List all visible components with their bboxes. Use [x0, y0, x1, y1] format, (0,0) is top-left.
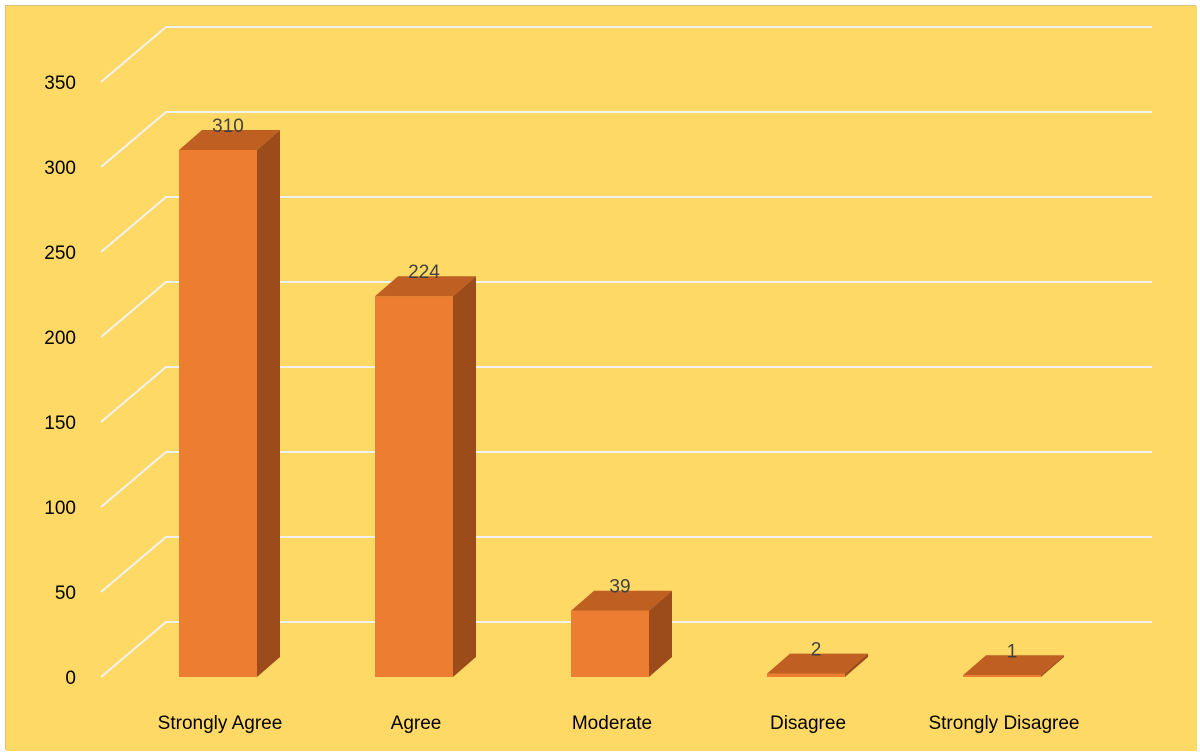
- bar-side-face: [845, 653, 868, 677]
- data-label: 224: [408, 262, 440, 283]
- bar-top-face: [767, 653, 868, 674]
- data-label: 39: [609, 577, 630, 598]
- gridline: [100, 536, 1152, 593]
- x-category-label: Strongly Disagree: [928, 713, 1079, 734]
- bar-side-face: [1041, 655, 1064, 677]
- data-labels: 310 224 39 2 1: [212, 116, 1017, 662]
- x-category-label: Disagree: [770, 713, 846, 734]
- gridline: [100, 281, 1152, 338]
- x-category-label: Strongly Agree: [158, 713, 283, 734]
- y-axis-tick-labels: 0 50 100 150 200 250 300 350: [44, 73, 76, 689]
- bar: [963, 655, 1064, 677]
- gridline: [100, 366, 1152, 423]
- gridline: [100, 26, 1152, 83]
- bar: [767, 653, 868, 677]
- data-label: 310: [212, 116, 244, 137]
- y-tick-label: 300: [44, 158, 76, 179]
- bar: [571, 590, 672, 677]
- bar-front-face: [179, 150, 257, 677]
- y-tick-label: 100: [44, 498, 76, 519]
- bars: [179, 130, 1064, 677]
- bar-front-face: [571, 610, 649, 677]
- x-category-label: Moderate: [572, 713, 652, 734]
- bar-top-face: [571, 590, 672, 611]
- bar-chart: 0 50 100 150 200 250 300 350 310 224 39 2 1 Strongl…: [6, 6, 1197, 751]
- data-label: 1: [1007, 641, 1018, 662]
- gridline: [100, 451, 1152, 508]
- gridline: [100, 196, 1152, 253]
- bar-front-face: [963, 675, 1041, 677]
- y-tick-label: 250: [44, 243, 76, 264]
- bar-top-face: [963, 655, 1064, 676]
- bar: [179, 130, 280, 677]
- gridlines: [100, 26, 1152, 678]
- x-axis-category-labels: Strongly Agree Agree Moderate Disagree Stron…: [158, 713, 1080, 734]
- gridline: [100, 621, 1152, 678]
- y-tick-label: 0: [65, 668, 76, 689]
- data-label: 2: [811, 640, 822, 661]
- bar-side-face: [649, 590, 672, 677]
- x-category-label: Agree: [391, 713, 442, 734]
- y-tick-label: 150: [44, 413, 76, 434]
- gridline: [100, 111, 1152, 168]
- bar: [375, 276, 476, 677]
- y-tick-label: 50: [55, 583, 76, 604]
- bar-front-face: [767, 673, 845, 677]
- bar-top-face: [375, 276, 476, 297]
- chart-frame: 0 50 100 150 200 250 300 350 310 224 39 2 1 Strongl…: [5, 5, 1197, 751]
- y-tick-label: 200: [44, 328, 76, 349]
- bar-top-face: [179, 130, 280, 150]
- bar-front-face: [375, 296, 453, 677]
- y-tick-label: 350: [44, 73, 76, 94]
- bar-side-face: [453, 276, 476, 677]
- bar-side-face: [257, 130, 280, 677]
